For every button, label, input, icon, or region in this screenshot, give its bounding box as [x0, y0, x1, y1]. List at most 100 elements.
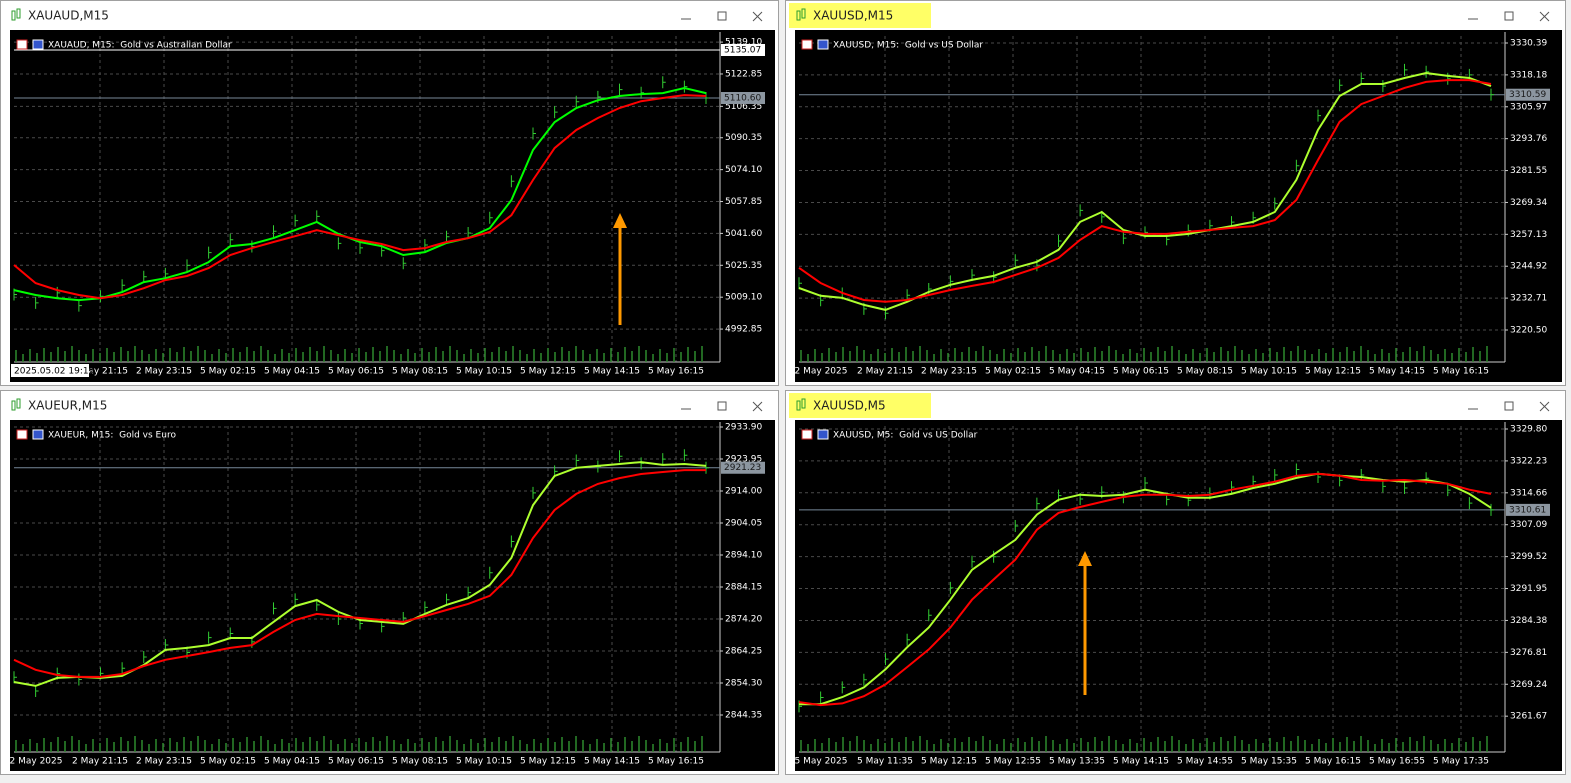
- chart-legend: XAUAUD, M15: Gold vs Australian Dollar: [48, 41, 232, 51]
- moving-average-line: [13, 86, 707, 302]
- price-bar: [1360, 72, 1365, 85]
- price-bar: [273, 602, 277, 615]
- y-tick-label: 3305.97: [1510, 102, 1547, 112]
- close-button[interactable]: [752, 401, 763, 412]
- x-tick-label: 5 May 17:35: [1433, 757, 1489, 767]
- price-bar: [1058, 234, 1062, 247]
- price-bar: [446, 593, 450, 606]
- chart-legend: XAUUSD, M15: Gold vs US Dollar: [833, 41, 983, 51]
- price-bar: [1014, 519, 1019, 532]
- x-tick-label: 5 May 08:15: [392, 757, 448, 767]
- price-bar: [1317, 109, 1321, 122]
- title-icon: [11, 10, 16, 21]
- annotation-arrow: [613, 213, 627, 325]
- price-bar: [1404, 482, 1408, 495]
- y-tick-label: 3276.81: [1510, 648, 1547, 658]
- price-bar: [1274, 197, 1278, 210]
- price-bar: [841, 681, 846, 694]
- y-tick-label: 3299.52: [1510, 552, 1547, 562]
- annotation-arrow: [1078, 551, 1092, 695]
- moving-average-line: [798, 79, 1492, 303]
- price-bar: [143, 270, 147, 283]
- price-bar: [683, 449, 688, 462]
- price-bar: [971, 555, 975, 568]
- title-highlight: [789, 3, 931, 28]
- y-tick-label: 3291.95: [1510, 584, 1547, 594]
- price-bar: [532, 127, 536, 140]
- maximize-button[interactable]: [1504, 401, 1514, 411]
- y-tick-label: 2874.20: [725, 615, 762, 625]
- title-icon: [801, 398, 806, 409]
- y-tick-label: 5057.85: [725, 197, 762, 207]
- y-tick-label: 3318.18: [1510, 70, 1547, 80]
- symbol-flag: [16, 39, 28, 50]
- y-tick-label: 2923.95: [725, 454, 762, 464]
- price-bar: [273, 225, 277, 238]
- y-tick-label: 2864.25: [725, 647, 762, 657]
- price-bar: [294, 214, 299, 227]
- x-tick-label: 5 May 10:15: [1241, 367, 1297, 377]
- x-tick-label: 5 May 14:15: [584, 367, 640, 377]
- symbol-flag: [32, 39, 44, 50]
- chart-window: XAUUSD,M5 3329.80 3322.23 3314.66 3307.09 329…: [785, 390, 1566, 775]
- x-tick-label: 5 May 02:15: [985, 367, 1041, 377]
- y-tick-label: 5090.35: [725, 133, 762, 143]
- price-bar: [1079, 204, 1084, 217]
- y-tick-label: 4992.85: [725, 325, 762, 335]
- price-bar: [1274, 468, 1278, 481]
- current-price-box: [1506, 88, 1550, 101]
- price-bar: [402, 257, 407, 270]
- price-bar: [359, 241, 363, 254]
- current-price-box: [721, 92, 765, 105]
- x-tick-label: 5 May 12:15: [520, 367, 576, 377]
- x-tick-label: 5 May 08:15: [392, 367, 448, 377]
- x-tick-label: 5 May 16:15: [1305, 757, 1361, 767]
- y-tick-label: 5009.10: [725, 293, 762, 303]
- x-tick-label: 2 May 21:15: [72, 367, 128, 377]
- x-tick-label: 5 May 14:15: [1113, 757, 1169, 767]
- x-tick-label: 5 May 12:15: [520, 757, 576, 767]
- price-bar: [78, 299, 82, 312]
- price-bar: [662, 453, 666, 466]
- x-tick-label: 5 May 16:15: [1433, 367, 1489, 377]
- y-tick-label: 3269.24: [1510, 680, 1547, 690]
- maximize-button[interactable]: [717, 11, 727, 21]
- x-tick-label: 5 May 11:35: [857, 757, 913, 767]
- x-tick-label: 5 May 04:15: [1049, 367, 1105, 377]
- current-price-label: 5110.60: [724, 94, 761, 104]
- price-bar: [798, 277, 802, 290]
- y-tick-label: 5106.35: [725, 102, 762, 112]
- y-tick-label: 2844.35: [725, 711, 762, 721]
- x-tick-label: 5 May 02:15: [200, 757, 256, 767]
- y-tick-label: 3269.34: [1510, 198, 1547, 208]
- window-title: XAUUSD,M15: [813, 9, 893, 23]
- x-tick-label: 2 May 2025: [795, 367, 848, 377]
- current-price-label: 3310.61: [1509, 505, 1546, 515]
- price-bar: [1490, 88, 1494, 101]
- price-bar: [640, 86, 645, 99]
- price-bar: [1468, 497, 1473, 510]
- price-bar: [1295, 463, 1300, 476]
- x-tick-label: 2 May 23:15: [921, 367, 977, 377]
- close-button[interactable]: [1539, 11, 1550, 22]
- x-tick-label: 5 May 06:15: [328, 367, 384, 377]
- current-price-box: [1506, 503, 1550, 516]
- price-bar: [619, 83, 623, 96]
- maximize-button[interactable]: [1504, 11, 1514, 21]
- y-tick-label: 3314.66: [1510, 488, 1547, 498]
- chart-window: XAUUSD,M15 3330.39 3318.18 3305.97 3293.76 32…: [785, 0, 1566, 386]
- window-title: XAUAUD,M15: [28, 9, 109, 23]
- close-button[interactable]: [1539, 401, 1550, 412]
- x-tick-label: 5 May 16:15: [648, 367, 704, 377]
- symbol-flag: [16, 429, 28, 440]
- y-tick-label: 5041.60: [725, 229, 762, 239]
- y-tick-label: 5122.85: [725, 69, 762, 79]
- price-bar: [337, 613, 342, 626]
- x-tick-label: 5 May 13:35: [1049, 757, 1105, 767]
- price-bar: [1425, 65, 1430, 78]
- price-bar: [121, 279, 126, 292]
- close-button[interactable]: [752, 11, 763, 22]
- current-price-label: 3310.59: [1509, 90, 1546, 100]
- symbol-flag: [817, 39, 829, 50]
- maximize-button[interactable]: [717, 401, 727, 411]
